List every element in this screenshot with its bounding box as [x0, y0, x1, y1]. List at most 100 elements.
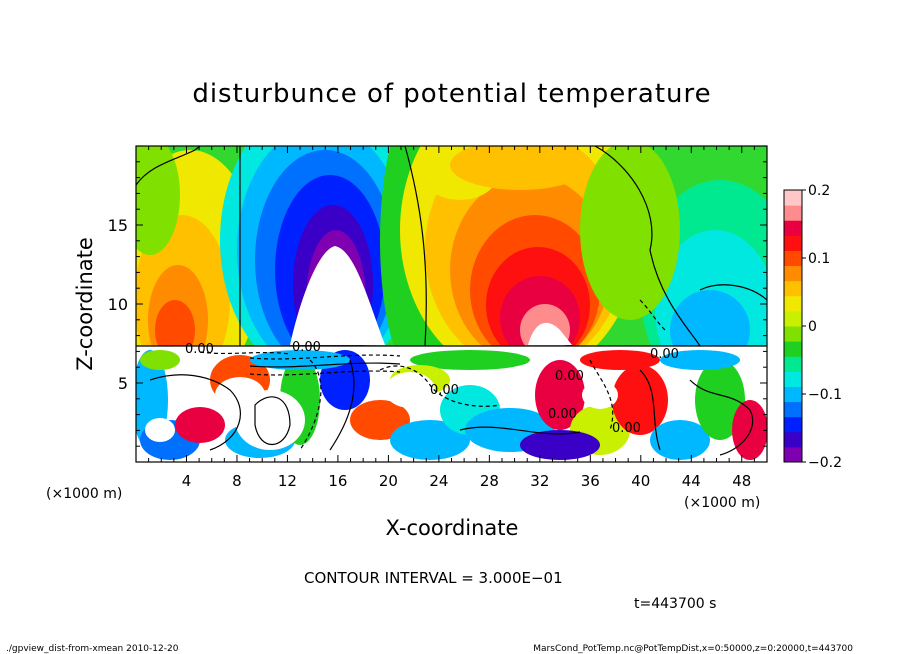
colorbar-cell: [784, 190, 802, 206]
contour-line: [149, 374, 241, 451]
y-axis-ticks: 5 10 15: [108, 145, 767, 463]
x-tick-label: 8: [232, 472, 242, 490]
x-unit-left: (×1000 m): [46, 486, 122, 502]
turbulent-blob: [580, 350, 660, 370]
x-unit-right: (×1000 m): [684, 495, 760, 511]
colorbar-tick-label: 0.1: [808, 251, 830, 267]
contour-line: [136, 146, 201, 186]
contour-label: 0.00: [612, 421, 641, 436]
contour-line: [379, 365, 501, 407]
colorbar-cell: [784, 401, 802, 418]
turbulent-blob: [175, 407, 225, 443]
turbulent-blob: [520, 430, 600, 460]
contour-line: [594, 146, 701, 347]
x-tick-label: 40: [631, 472, 650, 490]
contour-label: 0.00: [292, 340, 321, 355]
colorbar-cell: [784, 235, 802, 251]
colorbar-cell: [784, 446, 802, 463]
colorbar-tick-label: −0.2: [808, 455, 842, 471]
footer-left: ./gpview_dist-from-xmean 2010-12-20: [6, 644, 179, 654]
time-text: t=443700 s: [634, 596, 716, 612]
contour-line: [249, 354, 401, 360]
x-tick-label: 44: [682, 472, 701, 490]
x-tick-label: 16: [328, 472, 347, 490]
temperature-field: [136, 146, 767, 462]
colorbar-cell: [784, 205, 802, 221]
contour-line: [249, 362, 401, 368]
field-blob: [450, 146, 590, 190]
colorbar-cell: [784, 356, 802, 372]
contour-label: 0.00: [185, 342, 214, 357]
contour-line: [639, 369, 661, 451]
turbulent-blob: [410, 350, 530, 370]
x-tick-label: 32: [530, 472, 549, 490]
colorbar-cell: [784, 371, 802, 387]
white-blob: [215, 377, 265, 413]
contour-line: [689, 379, 754, 456]
contour-line: [404, 146, 427, 347]
chart-title: disturbunce of potential temperature: [192, 79, 711, 109]
x-tick-label: 28: [480, 472, 499, 490]
contour-lines: [136, 146, 767, 456]
turbulent-blob: [732, 400, 767, 460]
x-tick-label: 20: [379, 472, 398, 490]
turbulent-blob: [660, 350, 740, 370]
colorbar-cell: [784, 416, 802, 433]
colorbar-cell: [784, 295, 802, 312]
contour-line: [199, 351, 291, 355]
turbulent-blob: [140, 350, 180, 370]
x-tick-label: 48: [732, 472, 751, 490]
x-tick-label: 36: [581, 472, 600, 490]
x-axis-ticks: 4 8 12 16 20 24 28 32 36 40 44 48: [135, 146, 768, 490]
contour-line: [249, 370, 401, 376]
contour-line: [639, 299, 666, 331]
contour-line: [459, 426, 581, 435]
contour-line: [254, 396, 291, 445]
colorbar-cell: [784, 386, 802, 403]
colorbar-tick-label: 0: [808, 319, 817, 335]
colorbar-tick-label: 0.2: [808, 183, 830, 199]
turbulent-blob: [650, 420, 710, 460]
y-tick-label: 5: [118, 374, 128, 393]
colorbar-cell: [784, 310, 802, 327]
colorbar: [783, 189, 803, 463]
turbulent-blob: [695, 360, 745, 440]
y-tick-label: 15: [108, 216, 128, 235]
field-blob: [528, 322, 572, 345]
colorbar-tick-label: −0.1: [808, 387, 842, 403]
field-blob: [155, 300, 195, 360]
colorbar-tick-labels: 0.2 0.1 0 −0.1 −0.2: [802, 183, 842, 471]
white-blob: [385, 372, 435, 408]
x-axis-label: X-coordinate: [386, 516, 519, 540]
contour-label: 0.00: [650, 347, 679, 362]
contour-line: [589, 359, 614, 431]
colorbar-cell: [784, 280, 802, 297]
footer-right: MarsCond_PotTemp.nc@PotTempDist,x=0:5000…: [533, 644, 853, 654]
turbulent-blob: [535, 360, 585, 430]
colorbar-cell: [784, 265, 802, 282]
x-tick-label: 12: [278, 472, 297, 490]
turbulent-blob: [612, 365, 668, 435]
x-tick-label: 4: [182, 472, 192, 490]
y-tick-label: 10: [108, 295, 128, 314]
colorbar-cell: [784, 431, 802, 448]
contour-value-labels: 0.00 0.00 0.00 0.00 0.00 0.00 0.00: [185, 340, 679, 436]
contour-line: [699, 284, 767, 301]
contour-label: 0.00: [548, 407, 577, 422]
field-blob: [290, 246, 385, 345]
colorbar-cell: [784, 250, 802, 267]
colorbar-cell: [784, 341, 802, 357]
contour-label: 0.00: [555, 369, 584, 384]
white-blob: [582, 381, 618, 409]
contour-line: [329, 359, 355, 451]
turbulent-blob: [350, 400, 410, 440]
contour-line: [299, 359, 322, 451]
contour-interval-text: CONTOUR INTERVAL = 3.000E−01: [304, 569, 563, 587]
y-axis-label: Z-coordinate: [73, 237, 97, 371]
colorbar-cell: [784, 220, 802, 236]
white-blob: [145, 418, 175, 442]
turbulent-blob: [390, 420, 470, 460]
x-tick-label: 24: [429, 472, 448, 490]
